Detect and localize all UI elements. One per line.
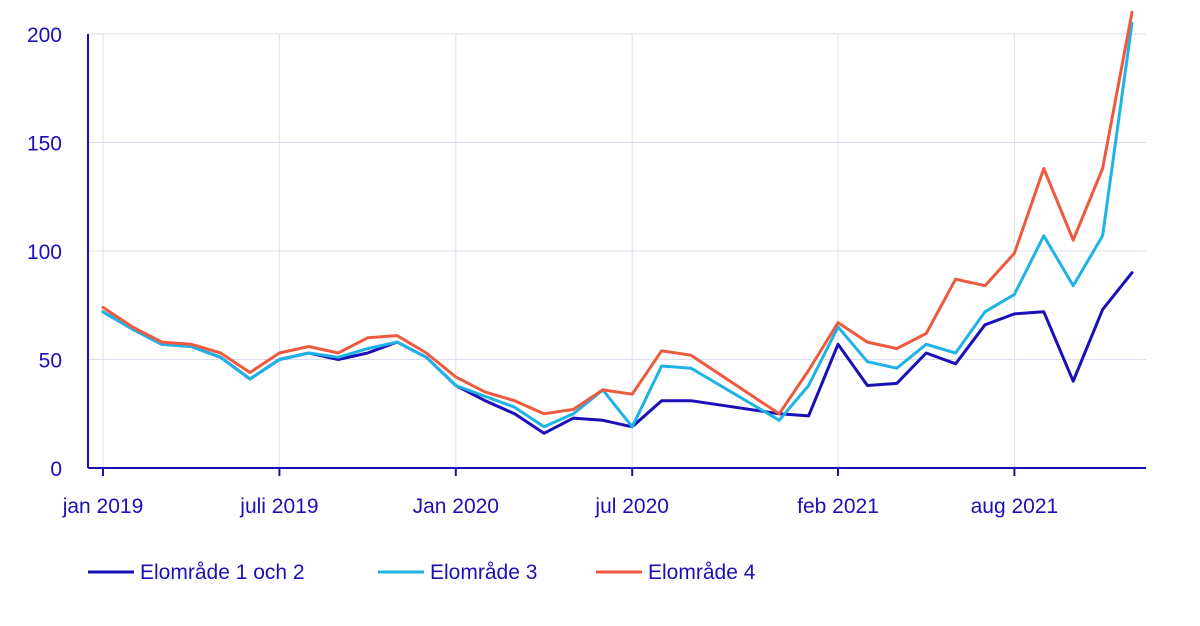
x-tick-label: jul 2020 bbox=[594, 495, 669, 518]
y-tick-label: 50 bbox=[39, 350, 62, 373]
legend-label: Elområde 3 bbox=[430, 561, 537, 584]
x-tick-label: aug 2021 bbox=[971, 495, 1059, 518]
legend-label: Elområde 4 bbox=[648, 561, 756, 584]
series-lines bbox=[101, 10, 1134, 435]
legend: Elområde 1 och 2 Elområde 3 Elområde 4 bbox=[88, 561, 756, 584]
axes: 0 50 100 150 200 jan 2019 juli 2019 Jan 2020 jul… bbox=[27, 24, 1146, 518]
x-tick-label: juli 2019 bbox=[239, 495, 318, 518]
legend-label: Elområde 1 och 2 bbox=[140, 561, 305, 584]
y-tick-label: 200 bbox=[27, 24, 62, 47]
y-tick-label: 100 bbox=[27, 241, 62, 264]
x-tick-label: Jan 2020 bbox=[413, 495, 499, 518]
gridlines bbox=[88, 33, 1146, 468]
series-line-2 bbox=[101, 21, 1134, 429]
series-line-3 bbox=[101, 10, 1134, 416]
x-tick-label: feb 2021 bbox=[797, 495, 879, 518]
x-tick-label: jan 2019 bbox=[62, 495, 144, 518]
y-tick-label: 150 bbox=[27, 133, 62, 156]
y-tick-label: 0 bbox=[50, 458, 62, 481]
